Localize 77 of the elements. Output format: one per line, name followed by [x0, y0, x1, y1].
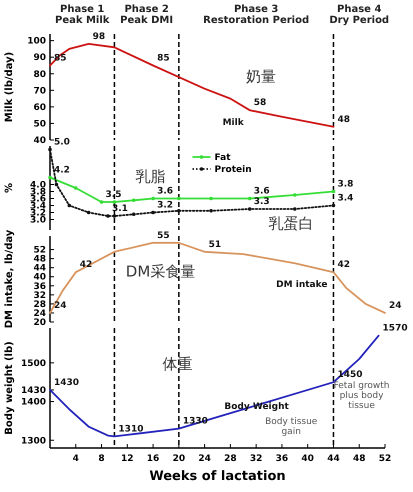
- y-tick-label: 1300: [20, 436, 46, 446]
- series-label: Body Weight: [224, 402, 290, 412]
- annotation: DM采食量: [126, 262, 196, 280]
- y-tick-label: 20: [33, 318, 46, 328]
- y-tick-label: 60: [33, 102, 46, 113]
- series-label: Milk: [222, 118, 245, 128]
- annotation: 乳脂: [136, 167, 166, 186]
- data-label: 3.4: [337, 194, 354, 204]
- y-axis-title: %: [4, 182, 15, 194]
- data-label: 24: [54, 300, 67, 311]
- x-tick-label: 24: [198, 454, 211, 464]
- text: Phase 4 Dry Period: [329, 4, 390, 26]
- y-tick-label: 28: [33, 300, 46, 310]
- data-label: 48: [337, 114, 350, 125]
- data-label: 4.2: [54, 166, 70, 176]
- y-tick-label: 48: [33, 254, 46, 265]
- annotation: Fetal growth plus body tissue: [334, 381, 390, 411]
- x-tick-label: 52: [378, 454, 392, 464]
- data-label: 3.3: [254, 197, 270, 207]
- data-label: 3.2: [157, 200, 174, 210]
- data-label: 98: [92, 32, 106, 42]
- y-tick-label: 100: [27, 36, 46, 47]
- y-tick-label: 40: [33, 272, 46, 283]
- data-label: 51: [208, 240, 222, 250]
- data-label: 55: [157, 230, 170, 241]
- annotation: 乳蛋白: [268, 214, 314, 232]
- x-tick-label: 28: [224, 454, 237, 464]
- data-label: 3.8: [337, 180, 354, 190]
- x-tick-label: 48: [352, 454, 366, 464]
- series-label: DM intake: [276, 280, 328, 290]
- data-label: 42: [337, 260, 350, 270]
- y-tick-label: 1400: [20, 398, 46, 408]
- data-label: 5.0: [54, 138, 70, 148]
- legend-label: Fat: [214, 153, 232, 163]
- y-tick-label: 80: [33, 70, 46, 80]
- y-tick-label: 3.0: [30, 216, 46, 226]
- y-tick-label: 70: [33, 86, 46, 96]
- y-tick-label: 32: [33, 290, 46, 301]
- x-tick-label: 16: [146, 454, 160, 464]
- x-axis-title: Weeks of lactation: [149, 469, 286, 484]
- text: Phase 3 Restoration Period: [203, 4, 310, 26]
- text: Phase 2 Peak DMI: [120, 4, 174, 26]
- x-tick-label: 44: [327, 454, 340, 464]
- data-label: 3.6: [254, 186, 270, 196]
- x-tick-label: 40: [301, 454, 314, 464]
- legend-label: Protein: [214, 165, 252, 175]
- x-tick-label: 32: [250, 454, 262, 464]
- y-tick-label: 90: [33, 53, 46, 64]
- y-tick-label: 44: [33, 264, 46, 274]
- y-tick-label: 50: [33, 119, 46, 130]
- y-tick-label: 1500: [20, 358, 46, 369]
- annotation: 奶量: [246, 68, 276, 86]
- y-tick-label: 52: [33, 246, 46, 256]
- y-tick-label: 40: [33, 136, 46, 146]
- data-label: 3.5: [106, 190, 122, 200]
- y-axis-title: Body weight (lb): [4, 341, 15, 435]
- y-tick-label: 1430: [20, 386, 46, 396]
- data-label: 1570: [382, 324, 408, 334]
- y-tick-label: 36: [33, 282, 46, 292]
- data-label: 1310: [118, 424, 144, 434]
- data-label: 24: [389, 300, 402, 311]
- text: Phase 1 Peak Milk: [54, 4, 110, 26]
- x-tick-label: 4: [72, 454, 79, 464]
- annotation: Body tissue gain: [265, 417, 318, 437]
- y-tick-label: 24: [33, 308, 46, 319]
- y-axis-title: DM intake, lb/day: [4, 229, 15, 328]
- x-tick-label: 20: [172, 454, 186, 464]
- data-label: 58: [254, 98, 266, 108]
- x-tick-label: 12: [121, 454, 134, 464]
- annotation: 体重: [162, 354, 192, 373]
- x-tick-label: 8: [98, 454, 105, 464]
- data-label: 1430: [54, 378, 80, 388]
- x-tick-label: 36: [276, 454, 288, 464]
- data-label: 85: [157, 53, 170, 64]
- y-axis-title: Milk (lb/day): [4, 52, 15, 122]
- data-label: 3.1: [112, 204, 128, 214]
- data-label: 3.6: [157, 186, 174, 196]
